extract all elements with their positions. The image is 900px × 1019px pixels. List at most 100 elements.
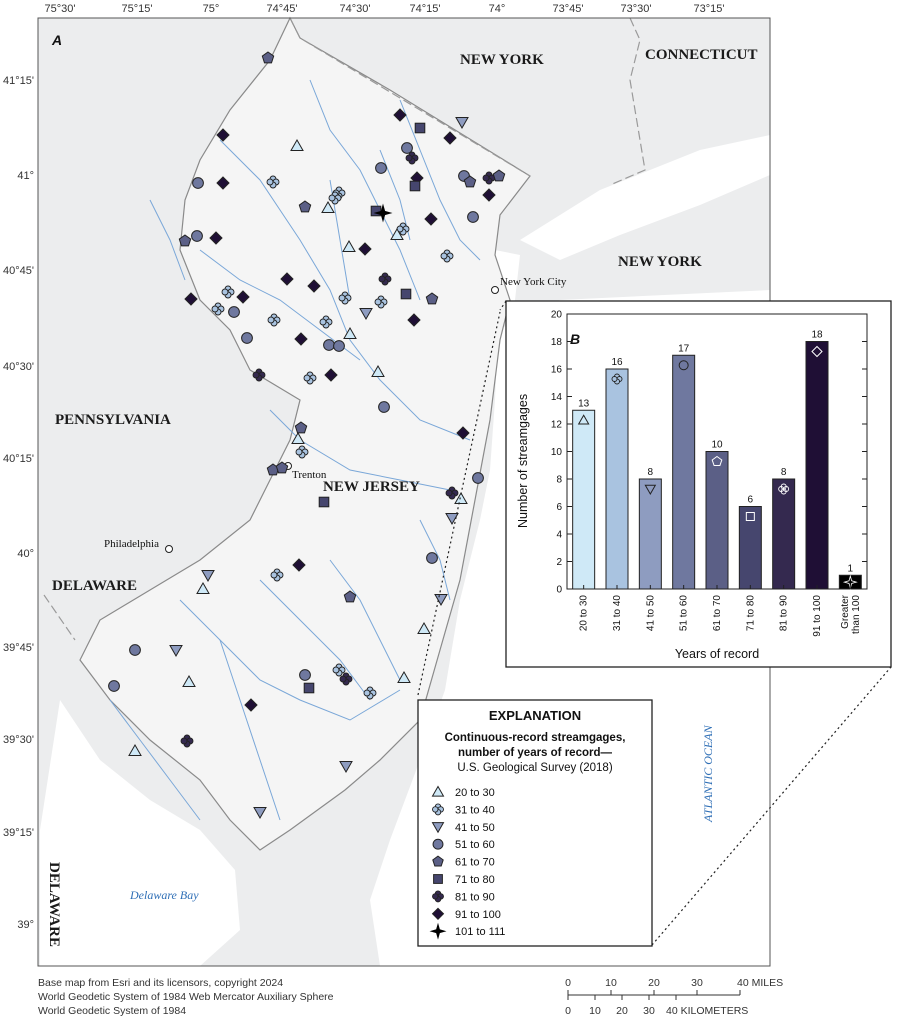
legend-label: 91 to 100	[455, 909, 501, 921]
pentagon-streamgage-marker	[298, 200, 312, 213]
circle-streamgage-marker	[129, 644, 141, 656]
diamond-streamgage-marker	[443, 131, 457, 145]
scale-km-30: 30	[643, 1005, 655, 1017]
quatrefoil-streamgage-marker	[363, 686, 377, 700]
triangle-up-streamgage-marker	[397, 670, 411, 683]
legend-label: 61 to 70	[455, 857, 495, 869]
quatrefoil-streamgage-marker	[445, 486, 459, 500]
quatrefoil-streamgage-marker	[180, 734, 194, 748]
y-tick-label: 8	[556, 475, 562, 486]
scale-mile-40: 40 MILES	[737, 977, 783, 989]
circle-streamgage-marker	[401, 142, 413, 154]
triangle-up-streamgage-marker	[196, 581, 210, 594]
diamond-streamgage-marker	[216, 128, 230, 142]
diamond-streamgage-marker	[294, 332, 308, 346]
panel-label-b: B	[570, 331, 580, 347]
diamond-streamgage-marker	[280, 272, 294, 286]
legend-label: 20 to 30	[455, 787, 495, 799]
bar	[638, 478, 662, 590]
circle-streamgage-marker	[378, 401, 390, 413]
y-tick-label: 2	[556, 557, 562, 568]
legend-symbol-circle	[432, 838, 444, 850]
explanation-subtitle-1: Continuous-record streamgages,	[445, 732, 626, 744]
square-streamgage-marker	[409, 180, 421, 192]
longitude-ticks: 75°30' 75°15' 75° 74°45' 74°30' 74°15' 7…	[45, 3, 725, 15]
diamond-streamgage-marker	[456, 426, 470, 440]
quatrefoil-streamgage-marker	[482, 171, 496, 185]
diamond-streamgage-marker	[407, 313, 421, 327]
square-streamgage-marker	[414, 122, 426, 134]
circle-streamgage-marker	[323, 339, 335, 351]
legend-items: 20 to 30 31 to 40 41 to 50 51 to 60 61 to 70…	[429, 785, 505, 940]
circle-streamgage-marker	[228, 306, 240, 318]
x-tick-label: 20 to 30	[579, 595, 590, 632]
circle-streamgage-marker	[375, 162, 387, 174]
legend-symbol-triangle-up	[431, 785, 445, 797]
lon-tick: 74°30'	[340, 3, 371, 15]
quatrefoil-streamgage-marker	[270, 568, 284, 582]
quatrefoil-streamgage-marker	[295, 445, 309, 459]
bar-symbol-pentagon	[711, 455, 723, 466]
triangle-up-streamgage-marker	[291, 431, 305, 444]
x-tick-label: 71 to 80	[745, 595, 756, 632]
rivers	[109, 79, 481, 821]
triangle-down-streamgage-marker	[201, 570, 215, 583]
scale-mile-30: 30	[691, 977, 703, 989]
quatrefoil-streamgage-marker	[396, 222, 410, 236]
diamond-streamgage-marker	[324, 368, 338, 382]
diamond-streamgage-marker	[307, 279, 321, 293]
quatrefoil-streamgage-marker	[252, 368, 266, 382]
circle-streamgage-marker	[192, 177, 204, 189]
triangle-up-streamgage-marker	[290, 138, 304, 151]
pentagon-streamgage-marker	[492, 169, 506, 182]
quatrefoil-streamgage-marker	[267, 313, 281, 327]
legend-label: 31 to 40	[455, 804, 495, 816]
bar-symbol-quatrefoil	[611, 373, 623, 385]
y-tick-label: 4	[556, 530, 562, 541]
pentagon-streamgage-marker	[178, 234, 192, 247]
pentagon-streamgage-marker	[343, 590, 357, 603]
diamond-streamgage-marker	[236, 290, 250, 304]
circle-streamgage-marker	[108, 680, 120, 692]
state-label-pennsylvania: PENNSYLVANIA	[55, 412, 171, 428]
scale-labels: 0 10 20 30 40 MILES 0 10 20 30 40 KILOME…	[565, 977, 783, 1017]
callout-line-2	[651, 666, 892, 946]
state-label-new-york-2: NEW YORK	[618, 254, 702, 270]
triangle-up-streamgage-marker	[390, 227, 404, 240]
triangle-up-streamgage-marker	[454, 491, 468, 504]
triangle-down-streamgage-marker	[169, 645, 183, 658]
bar	[772, 478, 796, 590]
bar-symbol-circle	[678, 360, 689, 371]
legend-label: 51 to 60	[455, 839, 495, 851]
circle-streamgage-marker	[299, 669, 311, 681]
lon-tick: 74°15'	[410, 3, 441, 15]
quatrefoil-streamgage-marker	[440, 249, 454, 263]
diamond-streamgage-marker	[358, 242, 372, 256]
diamond-streamgage-marker	[244, 698, 258, 712]
lon-tick: 73°15'	[694, 3, 725, 15]
quatrefoil-streamgage-marker	[319, 315, 333, 329]
triangle-up-streamgage-marker	[371, 364, 385, 377]
bar-symbol-quatrefoil	[778, 483, 790, 495]
x-tick-label: 41 to 50	[645, 595, 656, 632]
bar	[605, 368, 629, 590]
scale-mile-20: 20	[648, 977, 660, 989]
triangle-down-streamgage-marker	[434, 594, 448, 607]
quatrefoil-streamgage-marker	[338, 291, 352, 305]
triangle-down-streamgage-marker	[359, 308, 373, 321]
quatrefoil-streamgage-marker	[378, 272, 392, 286]
lat-tick: 40°	[17, 548, 34, 560]
lat-tick: 40°45'	[3, 265, 34, 277]
scale-bar	[567, 990, 741, 1000]
place-label-trenton: Trenton	[292, 469, 327, 481]
lat-tick: 39°30'	[3, 734, 34, 746]
quatrefoil-streamgage-marker	[405, 151, 419, 165]
quatrefoil-streamgage-marker	[328, 191, 342, 205]
pentagon-streamgage-marker	[261, 51, 275, 64]
circle-streamgage-marker	[426, 552, 438, 564]
explanation-title: EXPLANATION	[489, 708, 581, 723]
square-streamgage-marker	[303, 682, 315, 694]
diamond-streamgage-marker	[393, 108, 407, 122]
x-tick-label: Greater	[840, 594, 851, 629]
state-label-delaware: DELAWARE	[52, 578, 137, 594]
